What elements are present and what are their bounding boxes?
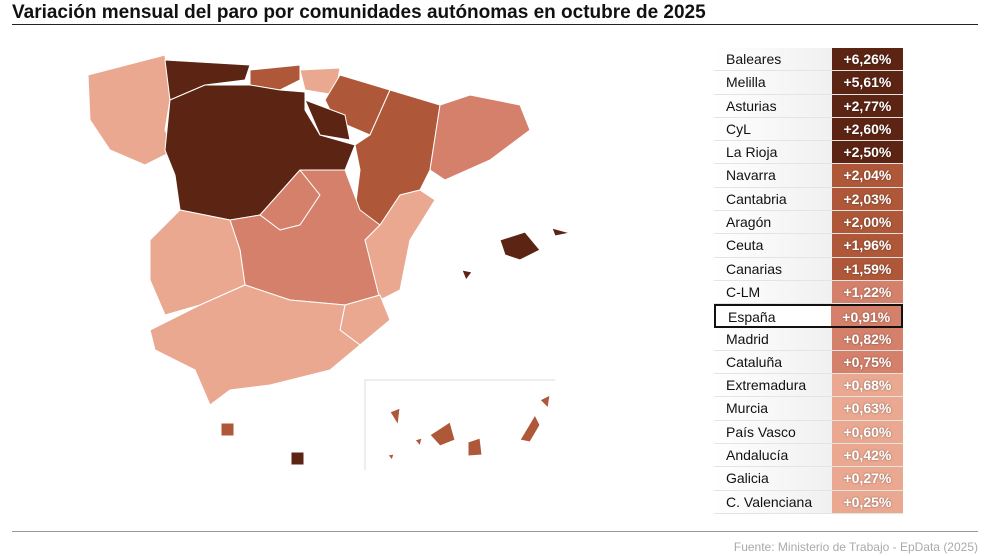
table-row: Extremadura +0,68%	[714, 374, 903, 398]
region-value: +2,04%	[831, 164, 903, 187]
region-name: C-LM	[714, 280, 832, 304]
table-row: Cataluña +0,75%	[714, 350, 903, 375]
source-note: Fuente: Ministerio de Trabajo - EpData (…	[733, 540, 978, 554]
region-name: La Rioja	[714, 141, 832, 164]
region-value: +0,63%	[831, 397, 903, 420]
region-name: Cantabria	[714, 187, 832, 211]
region-name: Canarias	[714, 257, 832, 280]
region-LaRioja	[304, 99, 351, 141]
region-name: Cataluña	[714, 350, 832, 374]
region-name: España	[716, 306, 832, 326]
region-value: +0,68%	[831, 374, 903, 397]
region-name: Melilla	[714, 71, 832, 94]
region-name: Ceuta	[714, 234, 832, 257]
table-row: País Vasco +0,60%	[714, 420, 903, 445]
region-name: País Vasco	[714, 420, 832, 444]
region-name: Galicia	[714, 467, 832, 490]
footer-divider	[12, 531, 978, 532]
region-Baleares	[461, 227, 571, 281]
ranking-table: Baleares +6,26% Melilla +5,61% Asturias +2,77…	[714, 48, 903, 514]
table-row: Murcia +0,63%	[714, 397, 903, 421]
table-row: Aragón +2,00%	[714, 211, 903, 235]
region-value: +1,59%	[831, 257, 903, 280]
table-row: CyL +2,60%	[714, 117, 903, 142]
table-row: Galicia +0,27%	[714, 467, 903, 491]
title-divider	[12, 24, 978, 25]
region-value: +1,22%	[831, 280, 903, 304]
spain-map	[87, 54, 571, 470]
table-row: Cantabria +2,03%	[714, 187, 903, 212]
table-row: Navarra +2,04%	[714, 164, 903, 188]
region-value: +1,96%	[831, 234, 903, 257]
region-CyL	[164, 84, 356, 221]
region-value: +0,82%	[831, 327, 903, 350]
region-value: +2,77%	[831, 94, 903, 117]
region-CValenciana	[364, 189, 436, 301]
region-Ceuta	[220, 422, 235, 437]
region-value: +0,75%	[831, 350, 903, 374]
canarias-inset-border	[364, 379, 555, 470]
table-row: Canarias +1,59%	[714, 257, 903, 281]
table-row: Madrid +0,82%	[714, 327, 903, 351]
region-name: Baleares	[714, 48, 832, 71]
region-value: +2,60%	[831, 117, 903, 141]
table-row: Asturias +2,77%	[714, 94, 903, 118]
region-value: +0,25%	[831, 490, 903, 513]
region-value: +6,26%	[831, 48, 903, 71]
region-name: Extremadura	[714, 374, 832, 397]
region-Galicia	[87, 54, 176, 166]
table-row: La Rioja +2,50%	[714, 141, 903, 165]
table-row: C. Valenciana +0,25%	[714, 490, 903, 514]
region-value: +0,91%	[831, 306, 901, 326]
region-value: +0,60%	[831, 420, 903, 444]
table-row: España +0,91%	[714, 304, 903, 328]
region-Cantabria	[249, 64, 301, 91]
region-Asturias	[164, 59, 251, 101]
region-name: Aragón	[714, 211, 832, 234]
region-value: +5,61%	[831, 71, 903, 94]
table-row: Melilla +5,61%	[714, 71, 903, 95]
chart-title: Variación mensual del paro por comunidad…	[12, 2, 706, 23]
region-Melilla	[290, 451, 305, 466]
region-name: CyL	[714, 117, 832, 141]
region-value: +2,03%	[831, 187, 903, 211]
region-value: +0,42%	[831, 444, 903, 467]
table-row: Baleares +6,26%	[714, 48, 903, 72]
table-row: C-LM +1,22%	[714, 280, 903, 305]
region-name: Asturias	[714, 94, 832, 117]
region-Canarias	[387, 394, 551, 461]
region-value: +0,27%	[831, 467, 903, 490]
region-name: C. Valenciana	[714, 490, 832, 513]
table-row: Andalucía +0,42%	[714, 444, 903, 468]
region-name: Madrid	[714, 327, 832, 350]
region-value: +2,50%	[831, 141, 903, 164]
region-Cataluna	[429, 94, 531, 181]
region-Andalucia	[149, 284, 361, 406]
region-value: +2,00%	[831, 211, 903, 234]
table-row: Ceuta +1,96%	[714, 234, 903, 258]
region-name: Murcia	[714, 397, 832, 420]
region-name: Navarra	[714, 164, 832, 187]
region-name: Andalucía	[714, 444, 832, 467]
